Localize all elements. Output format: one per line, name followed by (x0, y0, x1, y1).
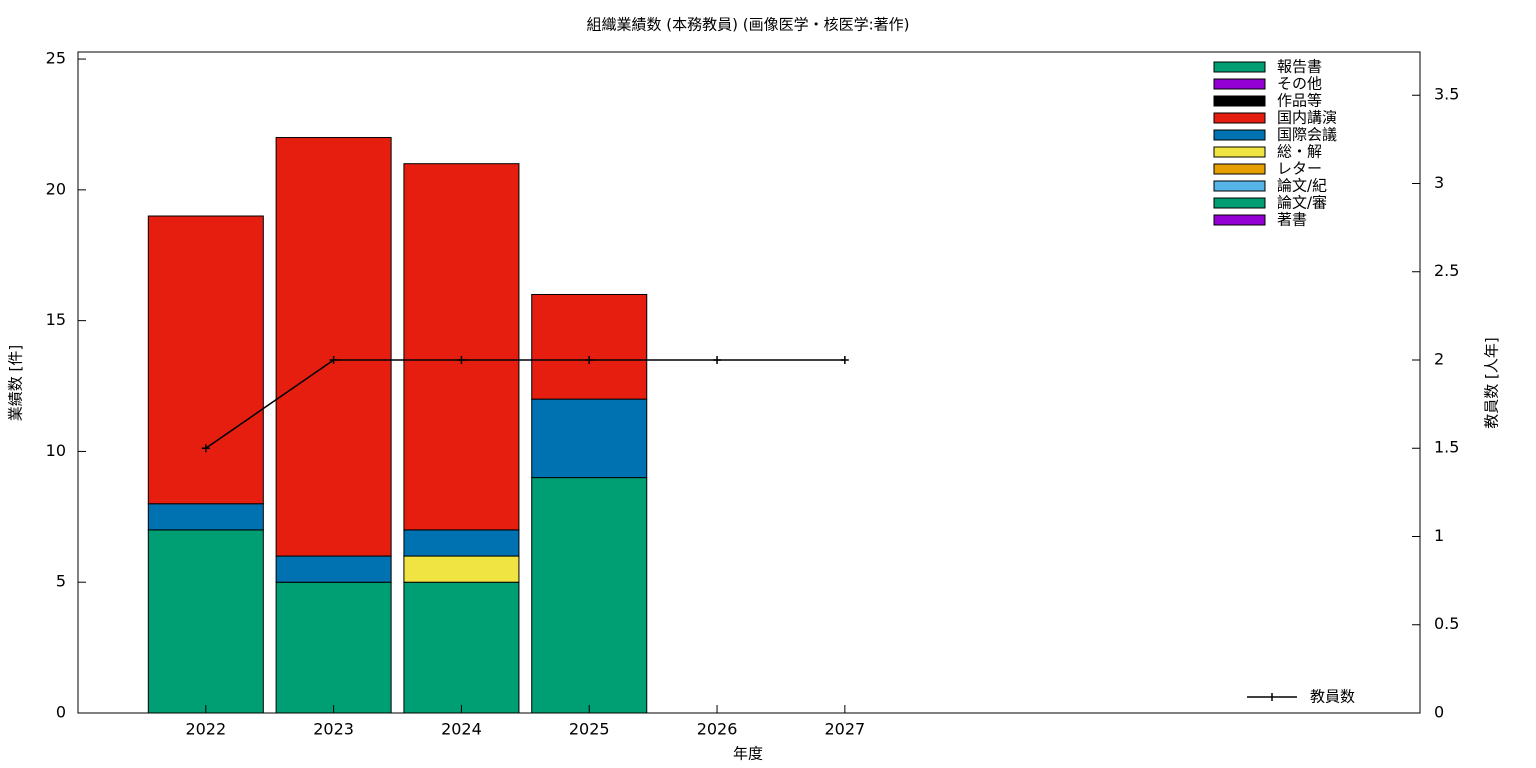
legend-swatch (1213, 146, 1266, 158)
y2-tick-label: 1 (1434, 526, 1444, 545)
legend-label: 著書 (1277, 211, 1307, 229)
bar-segment (531, 293, 648, 400)
legend-label: 作品等 (1277, 92, 1322, 110)
bar-segment (147, 215, 264, 505)
x-tick-label: 2027 (824, 720, 865, 739)
y-tick-label: 15 (46, 310, 66, 329)
y2-tick-label: 2.5 (1434, 261, 1459, 280)
line-point (713, 355, 722, 364)
x-axis-label: 年度 (733, 745, 763, 763)
y2-tick-label: 3.5 (1434, 85, 1459, 104)
legend-swatch (1213, 129, 1266, 141)
bar-segment (403, 581, 520, 714)
bar-segment (531, 477, 648, 714)
legend-swatch (1213, 214, 1266, 226)
y2-tick-label: 2 (1434, 349, 1444, 368)
y-tick-label: 10 (46, 441, 66, 460)
y-tick-label: 25 (46, 49, 66, 68)
y-tick-label: 0 (56, 703, 66, 722)
y-axis-label: 業績数 [件] (7, 345, 25, 421)
legend-label: 論文/紀 (1277, 177, 1327, 195)
y-tick-label: 5 (56, 572, 66, 591)
chart-title: 組織業績数 (本務教員) (画像医学・核医学:著作) (586, 16, 909, 34)
bar-segment (531, 398, 648, 479)
y2-tick-label: 3 (1434, 173, 1444, 192)
bar-segment (275, 555, 392, 583)
legend-swatch (1213, 197, 1266, 209)
bar-segment (403, 163, 520, 531)
line (205, 359, 845, 449)
legend-swatch (1213, 180, 1266, 192)
line-point (201, 444, 210, 453)
legend-swatch (1213, 78, 1266, 90)
line-point (329, 355, 338, 364)
legend-label: 論文/審 (1277, 194, 1327, 212)
legend-label: レター (1277, 160, 1322, 178)
y2-tick-label: 0 (1434, 703, 1444, 722)
bar-segment (403, 529, 520, 557)
bar-segment (147, 503, 264, 531)
x-tick-label: 2022 (185, 720, 226, 739)
y2-tick-label: 0.5 (1434, 614, 1459, 633)
legend-label: 教員数 (1310, 688, 1355, 706)
bar-segment (147, 529, 264, 714)
bar-segment (275, 581, 392, 714)
x-tick-label: 2024 (441, 720, 482, 739)
x-tick-label: 2023 (313, 720, 354, 739)
legend-label: 報告書 (1277, 58, 1322, 76)
plot-frame (77, 51, 1421, 714)
legend-swatch (1213, 61, 1266, 73)
line-point (840, 355, 849, 364)
legend-swatch (1213, 95, 1266, 107)
y-tick-label: 20 (46, 179, 66, 198)
legend-label: 国際会議 (1277, 126, 1337, 144)
legend-label: その他 (1277, 75, 1322, 93)
legend-label: 総・解 (1277, 143, 1322, 161)
legend-label: 国内講演 (1277, 109, 1337, 127)
x-tick-label: 2025 (569, 720, 610, 739)
bar-segment (403, 555, 520, 583)
legend-swatch (1213, 163, 1266, 175)
line-point (585, 355, 594, 364)
y2-axis-label: 教員数 [人年] (1483, 337, 1501, 428)
legend-swatch (1213, 112, 1266, 124)
line-point (457, 355, 466, 364)
x-tick-label: 2026 (697, 720, 738, 739)
y2-tick-label: 1.5 (1434, 438, 1459, 457)
bar-segment (275, 137, 392, 557)
